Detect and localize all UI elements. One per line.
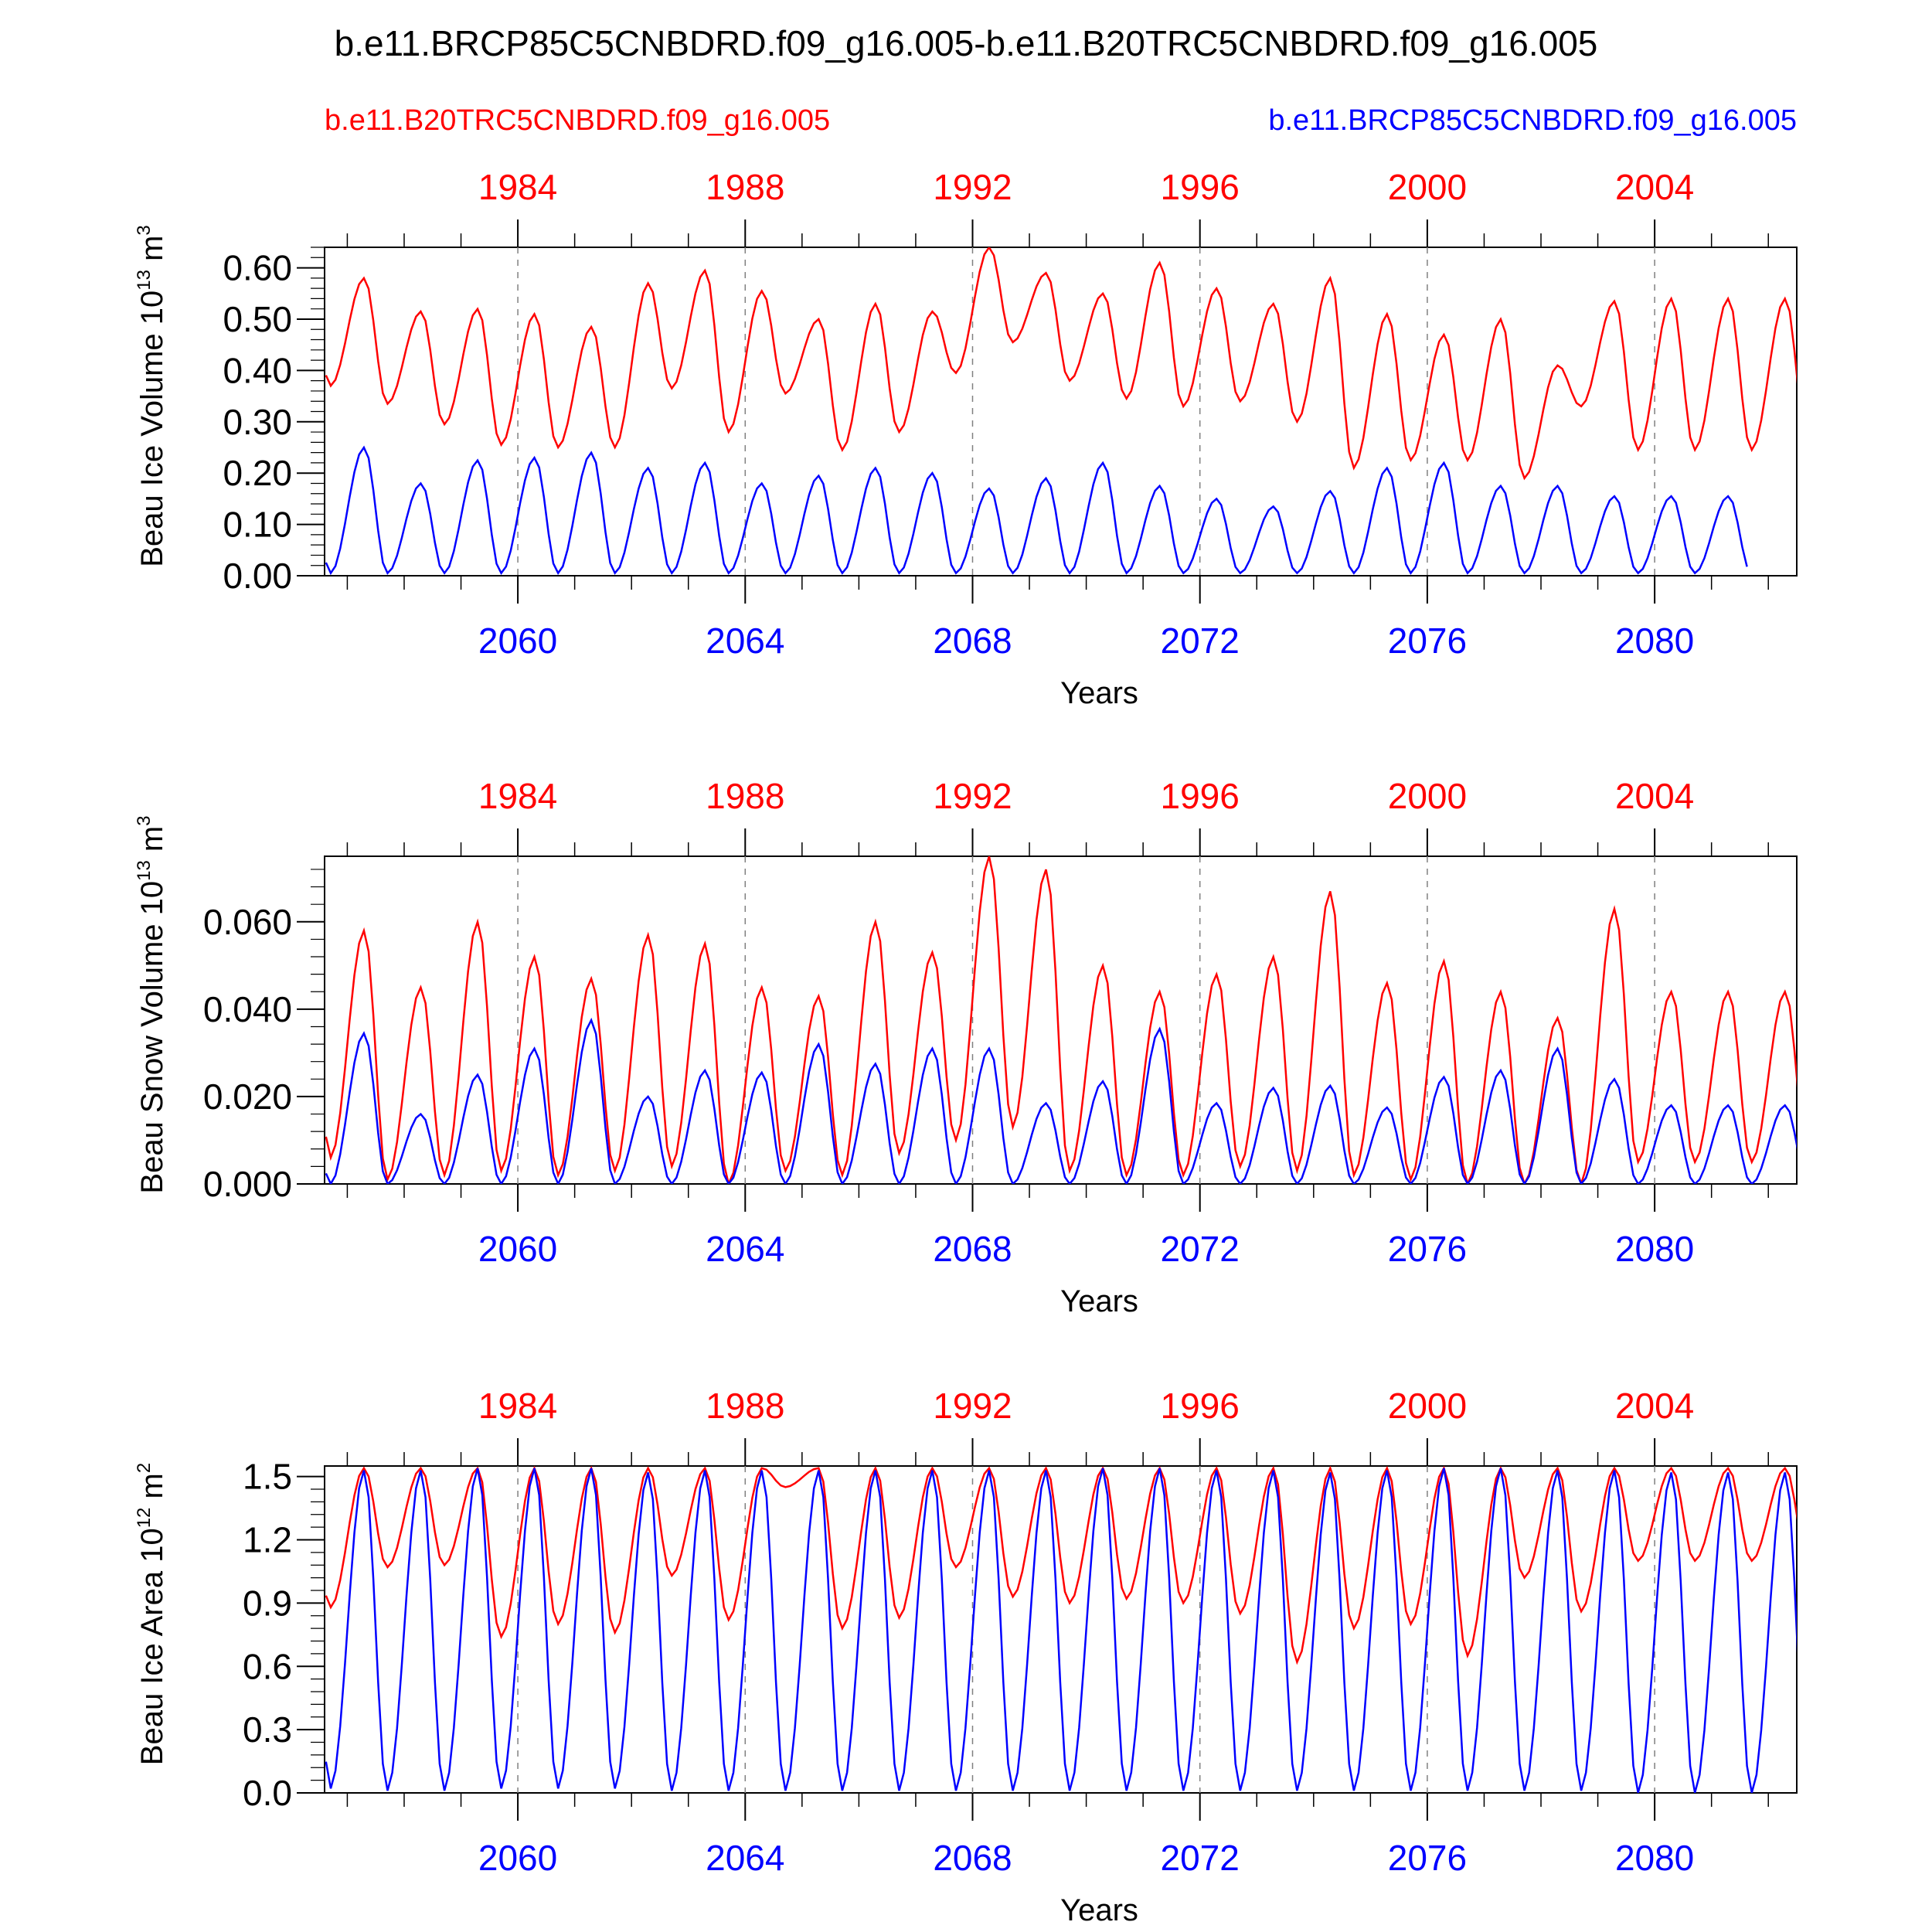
y-axis-label-unit: m bbox=[135, 236, 169, 270]
y-axis-label-unit-exp: 3 bbox=[134, 225, 155, 235]
plot-frame bbox=[324, 855, 1798, 1185]
y-tick-label: 0.060 bbox=[203, 902, 292, 942]
top-x-tick-label: 1992 bbox=[933, 1386, 1012, 1426]
chart-panel-2: 1984 1988 1992 1996 2000 2004 2060 2064 2068 2072… bbox=[134, 776, 1798, 1318]
y-axis-label-main: Beau Ice Volume 10 bbox=[135, 291, 169, 567]
y-tick-label: 1.5 bbox=[243, 1457, 292, 1497]
y-axis-label: Beau Ice Area 1012 m2 bbox=[134, 1463, 169, 1765]
y-tick-label: 0.30 bbox=[223, 402, 292, 442]
legend-blue-label: b.e11.BRCP85C5CNBDRD.f09_g16.005 bbox=[1268, 104, 1797, 137]
bottom-x-tick-label: 2060 bbox=[478, 1229, 557, 1269]
chart-panel-1: 1984 1988 1992 1996 2000 2004 2060 2064 2068 2072… bbox=[134, 167, 1798, 710]
bottom-x-tick-label: 2068 bbox=[933, 1838, 1012, 1878]
y-axis-label-main: Beau Ice Area 10 bbox=[135, 1528, 169, 1765]
bottom-x-tick-label: 2068 bbox=[933, 621, 1012, 661]
bottom-x-tick-label: 2072 bbox=[1161, 621, 1240, 661]
y-tick-label: 0.000 bbox=[203, 1164, 292, 1204]
x-axis-label: Years bbox=[1060, 1893, 1138, 1927]
y-tick-label: 0.3 bbox=[243, 1709, 292, 1750]
bottom-x-tick-label: 2076 bbox=[1388, 1838, 1467, 1878]
chart-panel-3: 1984 1988 1992 1996 2000 2004 2060 2064 2068 2072… bbox=[134, 1386, 1798, 1927]
bottom-x-tick-label: 2072 bbox=[1161, 1229, 1240, 1269]
bottom-x-tick-label: 2080 bbox=[1615, 1838, 1694, 1878]
series-line-red bbox=[325, 247, 1797, 481]
y-axis-label-unit-exp: 2 bbox=[134, 1463, 155, 1473]
bottom-x-tick-label: 2072 bbox=[1161, 1838, 1240, 1878]
y-tick-label: 0.50 bbox=[223, 299, 292, 339]
legend-red-label: b.e11.B20TRC5CNBDRD.f09_g16.005 bbox=[325, 104, 830, 137]
y-axis-label-unit: m bbox=[135, 826, 169, 860]
y-tick-label: 0.9 bbox=[243, 1583, 292, 1623]
bottom-x-tick-label: 2064 bbox=[706, 1838, 784, 1878]
y-tick-label: 0.020 bbox=[203, 1077, 292, 1117]
y-axis-label-exp: 12 bbox=[134, 1508, 155, 1529]
y-tick-label: 0.10 bbox=[223, 505, 292, 545]
bottom-x-tick-label: 2076 bbox=[1388, 1229, 1467, 1269]
series-line-blue bbox=[325, 1017, 1797, 1184]
top-x-tick-label: 2004 bbox=[1615, 167, 1694, 207]
top-x-tick-label: 1988 bbox=[706, 167, 784, 207]
y-tick-label: 0.60 bbox=[223, 248, 292, 288]
top-x-tick-label: 2004 bbox=[1615, 1386, 1694, 1426]
bottom-x-tick-label: 2064 bbox=[706, 621, 784, 661]
y-axis-label: Beau Ice Volume 1013 m3 bbox=[134, 225, 169, 567]
top-x-tick-label: 1996 bbox=[1161, 167, 1240, 207]
x-axis-label: Years bbox=[1060, 676, 1138, 710]
series-line-red bbox=[325, 856, 1797, 1184]
bottom-x-tick-label: 2080 bbox=[1615, 1229, 1694, 1269]
plot-frame bbox=[324, 247, 1798, 577]
top-x-tick-label: 2000 bbox=[1388, 167, 1467, 207]
y-tick-label: 0.0 bbox=[243, 1773, 292, 1813]
bottom-x-tick-label: 2068 bbox=[933, 1229, 1012, 1269]
figure-title: b.e11.BRCP85C5CNBDRD.f09_g16.005-b.e11.B… bbox=[335, 23, 1598, 63]
y-axis-label-exp: 13 bbox=[134, 270, 155, 291]
top-x-tick-label: 1992 bbox=[933, 167, 1012, 207]
bottom-x-tick-label: 2060 bbox=[478, 1838, 557, 1878]
y-tick-label: 0.00 bbox=[223, 556, 292, 596]
y-tick-label: 0.20 bbox=[223, 453, 292, 493]
series-line-blue bbox=[325, 445, 1748, 576]
top-x-tick-label: 1992 bbox=[933, 776, 1012, 816]
top-x-tick-label: 1984 bbox=[478, 167, 557, 207]
y-axis-label: Beau Snow Volume 1013 m3 bbox=[134, 815, 169, 1193]
y-tick-label: 0.40 bbox=[223, 350, 292, 390]
top-x-tick-label: 1984 bbox=[478, 1386, 557, 1426]
bottom-x-tick-label: 2064 bbox=[706, 1229, 784, 1269]
top-x-tick-label: 2004 bbox=[1615, 776, 1694, 816]
bottom-x-tick-label: 2076 bbox=[1388, 621, 1467, 661]
y-tick-label: 0.6 bbox=[243, 1646, 292, 1686]
top-x-tick-label: 2000 bbox=[1388, 1386, 1467, 1426]
x-axis-label: Years bbox=[1060, 1284, 1138, 1318]
top-x-tick-label: 1984 bbox=[478, 776, 557, 816]
y-axis-label-unit-exp: 3 bbox=[134, 815, 155, 825]
series-line-red bbox=[325, 1466, 1797, 1665]
top-x-tick-label: 1996 bbox=[1161, 776, 1240, 816]
y-tick-label: 0.040 bbox=[203, 989, 292, 1029]
y-axis-label-main: Beau Snow Volume 10 bbox=[135, 881, 169, 1194]
top-x-tick-label: 1988 bbox=[706, 1386, 784, 1426]
top-x-tick-label: 1988 bbox=[706, 776, 784, 816]
y-axis-label-unit: m bbox=[135, 1473, 169, 1507]
y-tick-label: 1.2 bbox=[243, 1520, 292, 1560]
bottom-x-tick-label: 2080 bbox=[1615, 621, 1694, 661]
bottom-x-tick-label: 2060 bbox=[478, 621, 557, 661]
y-axis-label-exp: 13 bbox=[134, 860, 155, 881]
top-x-tick-label: 2000 bbox=[1388, 776, 1467, 816]
top-x-tick-label: 1996 bbox=[1161, 1386, 1240, 1426]
series-line-blue bbox=[325, 1468, 1797, 1793]
